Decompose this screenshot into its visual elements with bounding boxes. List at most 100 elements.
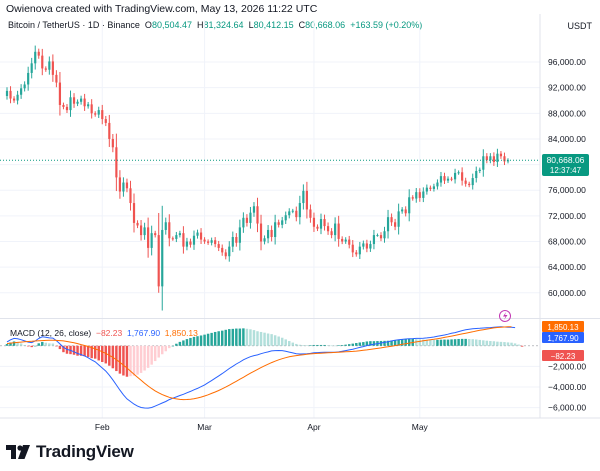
histogram-bar (457, 338, 460, 346)
candle (450, 176, 453, 182)
candle (37, 48, 40, 59)
candle-body (171, 238, 174, 240)
candle-body (471, 178, 474, 186)
histogram-bar (9, 342, 12, 346)
time-tick-label: Apr (307, 422, 320, 432)
histogram-bar (192, 336, 196, 346)
histogram-bar (284, 339, 287, 346)
candle (231, 231, 234, 253)
candle-body (464, 180, 467, 184)
candle-body (397, 211, 400, 227)
histogram-bar (129, 345, 132, 377)
candlestick-series (5, 45, 510, 311)
candle (351, 240, 354, 258)
histogram-bar (503, 342, 506, 346)
histogram-bar (249, 329, 252, 346)
candle (503, 152, 506, 166)
macd-axis: −6,000.00 −4,000.00 −2,000.00 (0, 345, 586, 413)
candle-body (408, 197, 411, 214)
candle-body (450, 178, 453, 180)
candle (408, 189, 411, 222)
histogram-bar (418, 339, 422, 346)
candle (295, 206, 298, 222)
candle (506, 158, 510, 164)
candle-body (90, 104, 93, 114)
candle-body (94, 113, 97, 115)
candle (291, 208, 294, 214)
candle (334, 217, 337, 242)
histogram-bar (288, 341, 291, 346)
candle (453, 168, 457, 184)
candle-body (161, 229, 164, 287)
macd-indicator-name[interactable]: MACD (12, 26, close) (10, 328, 92, 338)
candle (337, 215, 340, 247)
histogram-bar (482, 340, 485, 346)
histogram-bar (16, 342, 19, 346)
candle-body (394, 222, 397, 227)
candle-body (418, 192, 421, 198)
histogram-bar (372, 341, 376, 346)
candle-body (37, 51, 40, 56)
candle (383, 226, 386, 243)
pane-separator[interactable] (0, 318, 600, 319)
candle-body (139, 225, 143, 236)
time-tick-label: Feb (95, 422, 110, 432)
candle-body (390, 217, 393, 223)
candle (326, 222, 330, 235)
candle (228, 241, 231, 262)
macd-line-value: 1,767.90 (126, 328, 161, 338)
histogram-bar (37, 343, 40, 346)
candle-body (189, 241, 192, 245)
currency-label[interactable]: USDT (567, 21, 593, 31)
histogram-bar (425, 339, 429, 346)
histogram-bar (492, 341, 496, 346)
candle (65, 104, 69, 113)
candle (369, 240, 372, 252)
high-label: H (197, 20, 204, 30)
histogram-bar (475, 339, 478, 346)
candle (94, 111, 97, 117)
price-tick-label: 92,000.00 (548, 83, 586, 93)
candle (221, 244, 224, 256)
tradingview-logo[interactable]: TradingView (6, 442, 134, 462)
histogram-bar (422, 339, 425, 346)
histogram-bar (118, 345, 122, 374)
candle (415, 187, 418, 203)
candle-body (281, 220, 284, 225)
candle-body (443, 176, 446, 181)
candle-body (457, 172, 460, 174)
lightning-icon[interactable] (499, 310, 511, 322)
candle (461, 167, 464, 186)
candle (288, 208, 291, 219)
macd-lines (6, 326, 516, 409)
histogram-bar (471, 339, 474, 346)
histogram-bar (333, 345, 337, 347)
candle-body (245, 217, 249, 223)
symbol-name[interactable]: Bitcoin / TetherUS · 1D · Binance (8, 20, 140, 30)
candle-body (104, 119, 107, 123)
candle-body (305, 190, 308, 210)
candle (411, 195, 414, 201)
candle-body (404, 209, 407, 214)
candle-body (439, 176, 443, 183)
candle (482, 149, 485, 177)
candle (362, 240, 365, 250)
histogram-bar (298, 344, 302, 346)
histogram-bar (326, 345, 330, 346)
histogram-bar (196, 336, 199, 346)
macd-histogram-value: −82.23 (95, 328, 123, 338)
histogram-bar (228, 329, 231, 346)
candle-body (185, 241, 189, 247)
candle-body (192, 235, 196, 245)
candle-body (379, 235, 383, 239)
open-value: 80,504.47 (151, 20, 192, 30)
last-price-badge: 80,668.06 12:37:47 (542, 154, 589, 176)
candle-body (83, 98, 86, 107)
candle-body (48, 61, 51, 70)
candle-body (274, 222, 277, 238)
candle (41, 48, 44, 76)
histogram-bar (238, 328, 242, 346)
histogram-bar (407, 338, 411, 346)
candle-body (76, 101, 79, 104)
